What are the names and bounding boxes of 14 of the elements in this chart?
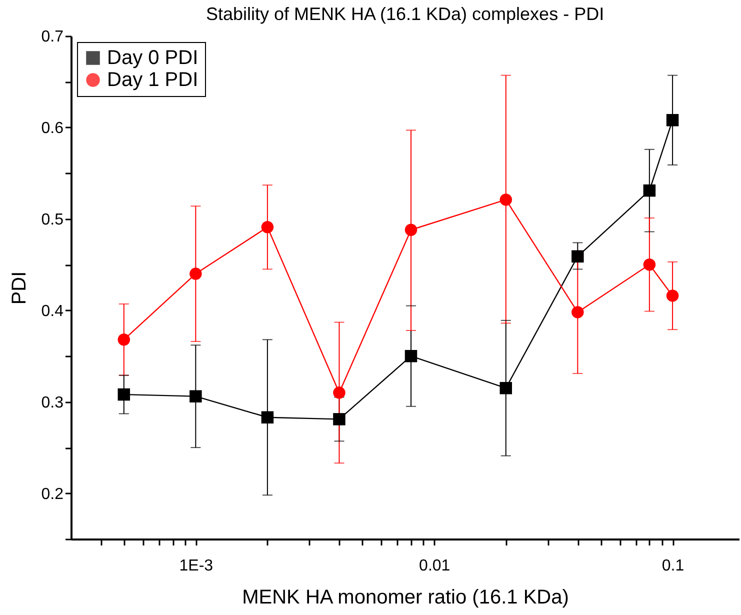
y-tick-label: 0.7 <box>41 28 64 46</box>
chart-title: Stability of MENK HA (16.1 KDa) complexes - PDI <box>206 4 604 24</box>
y-tick-label: 0.2 <box>41 486 64 503</box>
x-axis-title: MENK HA monomer ratio (16.1 KDa) <box>242 586 569 608</box>
y-tick-label: 0.6 <box>41 120 64 137</box>
y-tick-label: 0.5 <box>41 211 64 228</box>
x-tick-label: 0.01 <box>419 558 450 574</box>
y-tick-label: 0.4 <box>41 302 64 320</box>
x-tick-label: 0.1 <box>662 558 684 574</box>
y-tick-label: 0.3 <box>41 394 64 412</box>
x-tick-label: 1E-3 <box>179 558 214 574</box>
y-axis-title: PDI <box>8 271 30 305</box>
legend-label: Day 0 PDI <box>107 47 198 69</box>
legend-label: Day 1 PDI <box>107 69 198 91</box>
